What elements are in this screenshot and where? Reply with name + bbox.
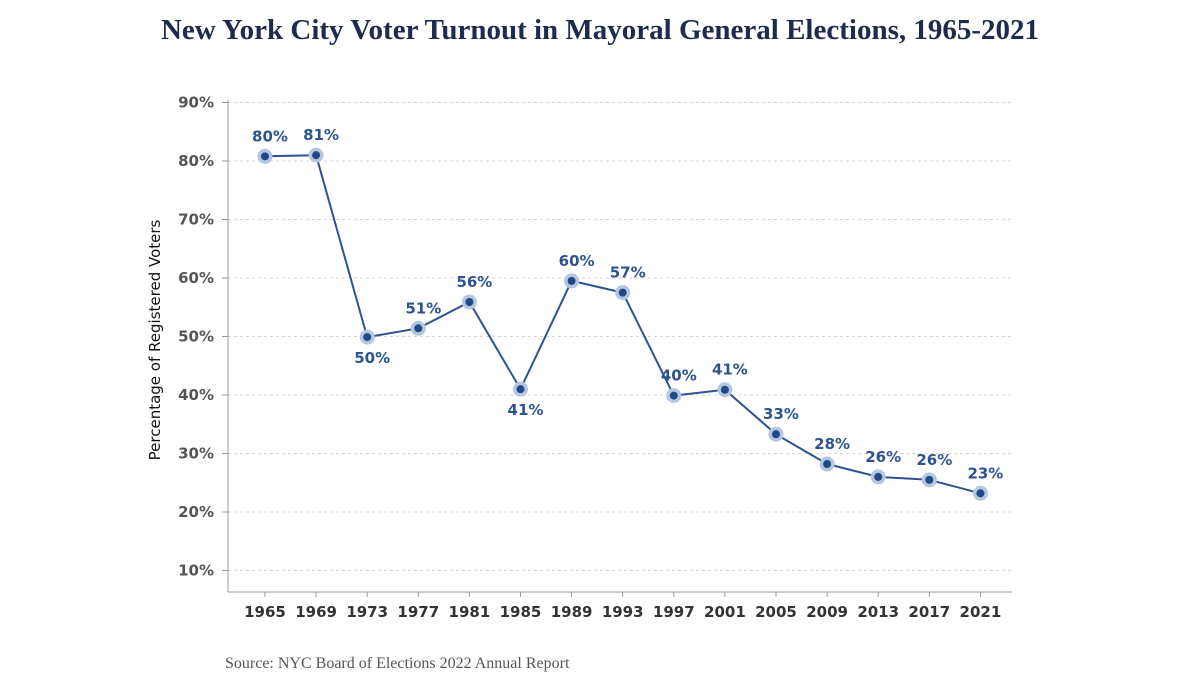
data-point (257, 148, 273, 164)
data-point-dot (516, 385, 525, 394)
data-point (513, 381, 528, 397)
data-point (410, 320, 426, 336)
data-label: 56% (456, 273, 492, 291)
y-tick-label: 30% (178, 445, 214, 463)
data-points (257, 147, 988, 501)
data-point (819, 456, 835, 472)
data-label: 23% (967, 464, 1003, 482)
data-point (461, 294, 477, 310)
series-line-group (264, 154, 981, 495)
y-tick-label: 70% (178, 211, 214, 229)
data-point-dot (772, 430, 780, 439)
data-label: 60% (559, 252, 595, 270)
data-point-dot (363, 333, 372, 342)
axes: 10% 20% 30% 40% 50% 60% 70% 80% 90% 1965 1969 1973 1… (178, 94, 1012, 621)
data-point (359, 329, 375, 345)
data-point-dot (312, 151, 321, 160)
data-point (666, 388, 682, 404)
x-tick-label: 1993 (602, 603, 644, 621)
y-tick-label: 10% (178, 562, 214, 580)
y-tick-label: 40% (178, 386, 214, 404)
y-axis-title: Percentage of Registered Voters (146, 219, 164, 460)
x-tick-label: 1977 (397, 603, 439, 621)
data-label: 57% (610, 264, 646, 282)
x-tick-label: 2005 (755, 603, 797, 621)
data-label: 81% (303, 126, 339, 144)
x-tick-label: 1973 (346, 603, 388, 621)
x-tick-label: 1969 (295, 603, 337, 621)
data-point (768, 426, 784, 442)
data-point (870, 469, 886, 485)
data-point-dot (720, 385, 729, 394)
gridlines (228, 102, 1012, 571)
data-point (564, 273, 580, 289)
data-point (615, 285, 631, 301)
series-line (264, 154, 981, 495)
data-label: 41% (712, 361, 748, 379)
data-point-dot (465, 297, 474, 306)
data-label: 28% (814, 435, 850, 453)
x-tick-label: 2021 (960, 603, 1002, 621)
data-label: 33% (763, 405, 799, 423)
data-label: 50% (354, 349, 390, 367)
y-tick-label: 80% (178, 152, 214, 170)
data-point (717, 382, 733, 398)
data-point (308, 147, 324, 163)
data-point-dot (874, 472, 883, 481)
data-label: 80% (252, 127, 288, 145)
chart-title: New York City Voter Turnout in Mayoral G… (160, 14, 1040, 46)
y-tick-label: 60% (178, 269, 214, 287)
data-point-dot (567, 276, 576, 285)
data-point (921, 472, 937, 488)
data-point-dot (976, 489, 985, 498)
data-point-dot (669, 391, 678, 400)
x-tick-label: 1997 (653, 603, 695, 621)
x-tick-label: 1985 (500, 603, 542, 621)
x-tick-label: 2013 (857, 603, 899, 621)
data-point-dot (414, 324, 423, 333)
data-point-dot (925, 475, 934, 484)
x-tick-label: 1965 (244, 603, 286, 621)
source-note: Source: NYC Board of Elections 2022 Annu… (225, 655, 570, 672)
y-tick-label: 20% (178, 503, 214, 521)
y-tick-label: 90% (178, 94, 214, 112)
x-tick-label: 2009 (806, 603, 848, 621)
y-tick-label: 50% (178, 328, 214, 346)
data-point (972, 485, 988, 501)
data-label: 40% (661, 367, 697, 385)
data-labels: 80% 81% 50% 51% 56% 41% 60% 57% 40% 41% 33% 28% 26% 2… (252, 126, 1003, 482)
data-label: 51% (405, 299, 441, 317)
x-tick-label: 1981 (449, 603, 491, 621)
x-tick-label: 2001 (704, 603, 746, 621)
data-label: 26% (865, 448, 901, 466)
data-point-dot (823, 460, 832, 469)
data-label: 26% (916, 451, 952, 469)
x-tick-label: 2017 (908, 603, 950, 621)
data-label: 41% (508, 401, 544, 419)
data-point-dot (618, 288, 627, 297)
x-tick-label: 1989 (551, 603, 593, 621)
data-point-dot (261, 152, 269, 161)
